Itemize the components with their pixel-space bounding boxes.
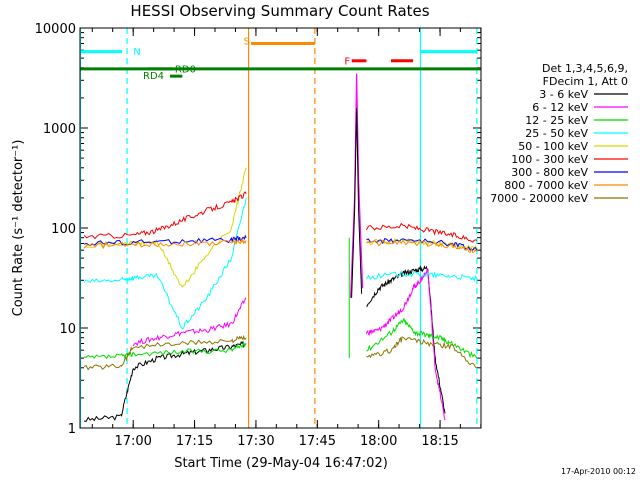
series-line-0-seg-0: [84, 340, 247, 422]
legend-label-0: 3 - 6 keV: [539, 88, 588, 101]
legend-label-2: 12 - 25 keV: [525, 114, 588, 127]
series-line-7-seg-1: [366, 240, 478, 254]
y-axis-label: Count Rate (s⁻¹ detector⁻¹): [11, 140, 26, 317]
series-line-7-seg-0: [83, 237, 247, 250]
legend-label-3: 25 - 50 keV: [525, 127, 588, 140]
x-tick-label-1: 17:15: [176, 434, 213, 449]
x-tick-label-0: 17:00: [114, 434, 151, 449]
x-tick-label-4: 18:00: [360, 434, 397, 449]
legend-header-0: Det 1,3,4,5,6,9,: [542, 62, 628, 75]
flare-spike-black: [351, 108, 363, 298]
y-tick-label-2: 100: [51, 222, 76, 237]
flag-label-n: N: [133, 47, 140, 58]
timestamp-footer: 17-Apr-2010 00:12: [561, 467, 636, 476]
series-line-4-seg-1: [366, 237, 478, 251]
legend-label-8: 7000 - 20000 keV: [490, 192, 588, 205]
legend-label-6: 300 - 800 keV: [511, 166, 588, 179]
plot-frame: [79, 27, 482, 429]
series-line-5-seg-0: [83, 191, 247, 240]
flag-label-rd0: RD0: [175, 64, 196, 75]
chart-title: HESSI Observing Summary Count Rates: [130, 2, 429, 20]
legend: Det 1,3,4,5,6,9,FDecim 1, Att 03 - 6 keV…: [490, 62, 628, 205]
y-tick-label-3: 1000: [43, 122, 76, 137]
series-line-5-seg-1: [365, 222, 478, 243]
flag-label-s: S: [244, 37, 250, 48]
series-line-1-seg-1: [365, 268, 446, 421]
legend-label-5: 100 - 300 keV: [511, 153, 588, 166]
series-line-1-seg-0: [132, 297, 247, 347]
y-tick-label-0: 1: [68, 422, 76, 437]
x-tick-label-5: 18:15: [421, 434, 458, 449]
x-tick-label-3: 17:45: [299, 434, 336, 449]
flag-label-rd4: RD4: [143, 71, 164, 82]
series-line-3-seg-1: [365, 270, 478, 282]
y-tick-label-1: 10: [59, 322, 76, 337]
legend-label-1: 6 - 12 keV: [532, 101, 588, 114]
flag-label-f: F: [344, 57, 350, 68]
x-axis-label: Start Time (29-May-04 16:47:02): [174, 456, 388, 471]
series-line-8-seg-0: [83, 334, 247, 371]
legend-header-1: FDecim 1, Att 0: [543, 75, 628, 88]
plot-area: 1 10 100 1000 10000 17:00 17:15 17:30 17:45 18:00…: [35, 22, 482, 449]
series-line-4-seg-0: [84, 167, 247, 288]
x-tick-label-2: 17:30: [237, 434, 274, 449]
y-axis-label-text: Count Rate (s⁻¹ detector⁻¹): [11, 140, 26, 317]
series-line-6-seg-0: [84, 234, 247, 247]
series-line-8-seg-1: [366, 336, 478, 369]
legend-label-7: 800 - 7000 keV: [504, 179, 588, 192]
series-line-3-seg-0: [83, 197, 247, 330]
series-line-2-seg-1: [366, 317, 478, 359]
legend-label-4: 50 - 100 keV: [518, 140, 588, 153]
flare-spike-magenta: [350, 73, 364, 298]
y-tick-label-4: 10000: [35, 22, 76, 37]
series-line-2-seg-0: [84, 342, 247, 360]
